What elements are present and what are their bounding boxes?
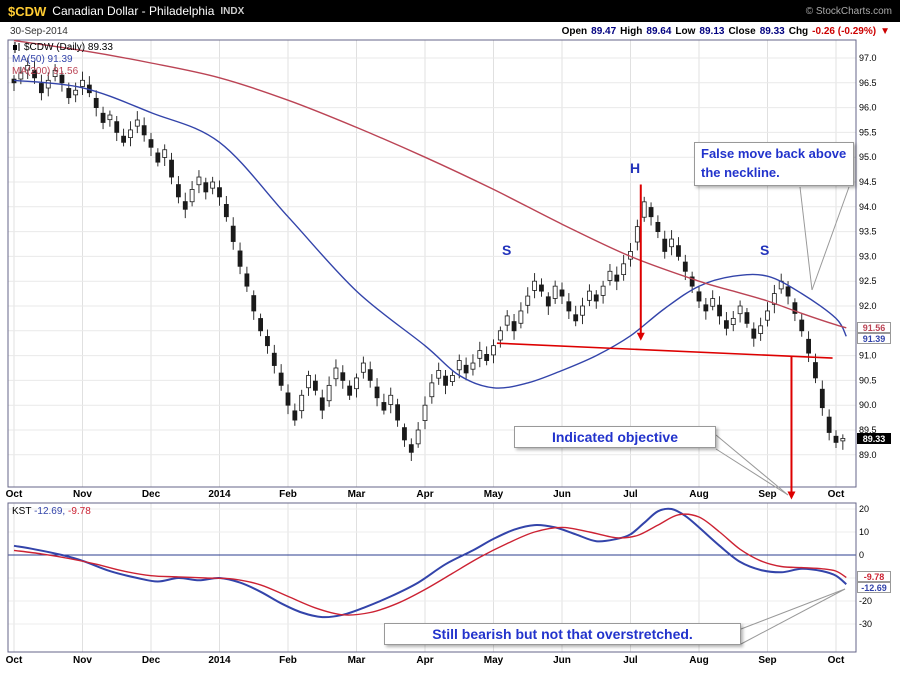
- quote-bar: 30-Sep-2014 Open 89.47 High 89.64 Low 89…: [0, 22, 900, 40]
- svg-text:Oct: Oct: [6, 489, 23, 500]
- svg-text:92.0: 92.0: [859, 301, 877, 311]
- svg-text:May: May: [484, 489, 504, 500]
- ticker-symbol: $CDW: [8, 3, 47, 19]
- svg-text:Jun: Jun: [553, 655, 571, 666]
- svg-text:Oct: Oct: [6, 655, 23, 666]
- callout-indicated-objective: Indicated objective: [514, 426, 716, 448]
- ma200-legend: MA(200) 91.56: [12, 66, 79, 77]
- svg-text:20: 20: [859, 504, 869, 514]
- open-label: Open: [561, 25, 588, 37]
- svg-text:90.0: 90.0: [859, 400, 877, 410]
- kst-legend-label: KST: [12, 506, 32, 517]
- callout-pointer-lines: [715, 186, 850, 645]
- svg-text:89.5: 89.5: [859, 425, 877, 435]
- svg-text:97.0: 97.0: [859, 53, 877, 63]
- svg-text:Jul: Jul: [623, 655, 638, 666]
- ma200-price-tag: 91.56: [857, 322, 891, 333]
- exchange-label: INDX: [220, 5, 245, 17]
- svg-text:Aug: Aug: [689, 655, 708, 666]
- svg-text:91.0: 91.0: [859, 351, 877, 361]
- svg-text:Feb: Feb: [279, 489, 297, 500]
- callout-false-move: False move back above the neckline.: [694, 142, 854, 186]
- right-shoulder-label: S: [760, 242, 770, 258]
- svg-text:92.5: 92.5: [859, 276, 877, 286]
- svg-text:-20: -20: [859, 596, 872, 606]
- svg-text:Dec: Dec: [142, 655, 161, 666]
- instrument-name: Canadian Dollar - Philadelphia: [52, 4, 215, 18]
- svg-text:95.5: 95.5: [859, 127, 877, 137]
- ma50-legend: MA(50) 91.39: [12, 54, 73, 65]
- svg-text:0: 0: [859, 550, 864, 560]
- kst-value-tag: -12.69: [857, 582, 891, 593]
- chg-value: -0.26 (-0.29%): [812, 25, 877, 37]
- ma200-line: [13, 39, 847, 329]
- head-label: H: [630, 160, 641, 176]
- open-value: 89.47: [591, 25, 617, 37]
- svg-text:Nov: Nov: [73, 655, 92, 666]
- svg-text:93.5: 93.5: [859, 227, 877, 237]
- svg-text:Jun: Jun: [553, 489, 571, 500]
- svg-text:Aug: Aug: [689, 489, 708, 500]
- svg-text:Jul: Jul: [623, 489, 638, 500]
- kst-signal-value-tag: -9.78: [857, 571, 891, 582]
- ohlc-quote: Open 89.47 High 89.64 Low 89.13 Close 89…: [562, 26, 890, 37]
- callout-still-bearish: Still bearish but not that overstretched…: [384, 623, 741, 645]
- svg-text:Mar: Mar: [348, 489, 366, 500]
- low-label: Low: [675, 25, 696, 37]
- svg-text:2014: 2014: [208, 655, 231, 666]
- kst-legend: KST -12.69, -9.78: [12, 506, 91, 517]
- svg-text:-30: -30: [859, 619, 872, 629]
- close-value: 89.33: [759, 25, 785, 37]
- candlestick-icon: [13, 42, 20, 53]
- svg-text:Feb: Feb: [279, 655, 297, 666]
- ma50-line: [13, 79, 847, 389]
- kst-signal-legend-value: -9.78: [67, 506, 91, 517]
- axis-labels: Oct Oct Nov Nov Dec Dec 2014 2014 Feb Feb Mar Mar Ap…: [6, 53, 877, 666]
- svg-text:96.0: 96.0: [859, 103, 877, 113]
- chg-label: Chg: [788, 25, 809, 37]
- high-label: High: [620, 25, 643, 37]
- high-value: 89.64: [646, 25, 672, 37]
- kst-line: [13, 507, 847, 619]
- title-bar: $CDW Canadian Dollar - Philadelphia INDX…: [0, 0, 900, 22]
- svg-text:May: May: [484, 655, 504, 666]
- left-shoulder-label: S: [502, 242, 512, 258]
- candlesticks: [11, 57, 846, 461]
- svg-text:10: 10: [859, 527, 869, 537]
- grid-lines: [8, 40, 856, 652]
- price-legend: $CDW (Daily) 89.33: [12, 42, 113, 53]
- svg-text:Dec: Dec: [142, 489, 161, 500]
- down-arrow-icon: ▼: [880, 25, 890, 37]
- svg-text:94.5: 94.5: [859, 177, 877, 187]
- svg-text:Oct: Oct: [828, 489, 845, 500]
- last-price-tag: 89.33: [857, 433, 891, 444]
- svg-text:93.0: 93.0: [859, 251, 877, 261]
- kst-signal-line: [13, 513, 847, 616]
- svg-text:Sep: Sep: [758, 489, 776, 500]
- svg-text:Apr: Apr: [416, 655, 433, 666]
- neckline: [496, 342, 833, 359]
- kst-legend-value: -12.69,: [34, 506, 66, 517]
- ma50-price-tag: 91.39: [857, 333, 891, 344]
- svg-text:Oct: Oct: [828, 655, 845, 666]
- breakdown-arrows: [636, 184, 796, 500]
- low-value: 89.13: [699, 25, 725, 37]
- svg-text:95.0: 95.0: [859, 152, 877, 162]
- svg-text:2014: 2014: [208, 489, 231, 500]
- svg-text:96.5: 96.5: [859, 78, 877, 88]
- svg-text:Apr: Apr: [416, 489, 433, 500]
- chart-date: 30-Sep-2014: [10, 25, 68, 37]
- svg-text:Mar: Mar: [348, 655, 366, 666]
- copyright: © StockCharts.com: [805, 5, 892, 17]
- svg-text:94.0: 94.0: [859, 202, 877, 212]
- svg-text:Sep: Sep: [758, 655, 776, 666]
- svg-text:90.5: 90.5: [859, 375, 877, 385]
- panel-borders: [7, 39, 857, 653]
- price-legend-text: $CDW (Daily) 89.33: [24, 42, 113, 53]
- svg-text:Nov: Nov: [73, 489, 92, 500]
- close-label: Close: [728, 25, 756, 37]
- svg-text:89.0: 89.0: [859, 450, 877, 460]
